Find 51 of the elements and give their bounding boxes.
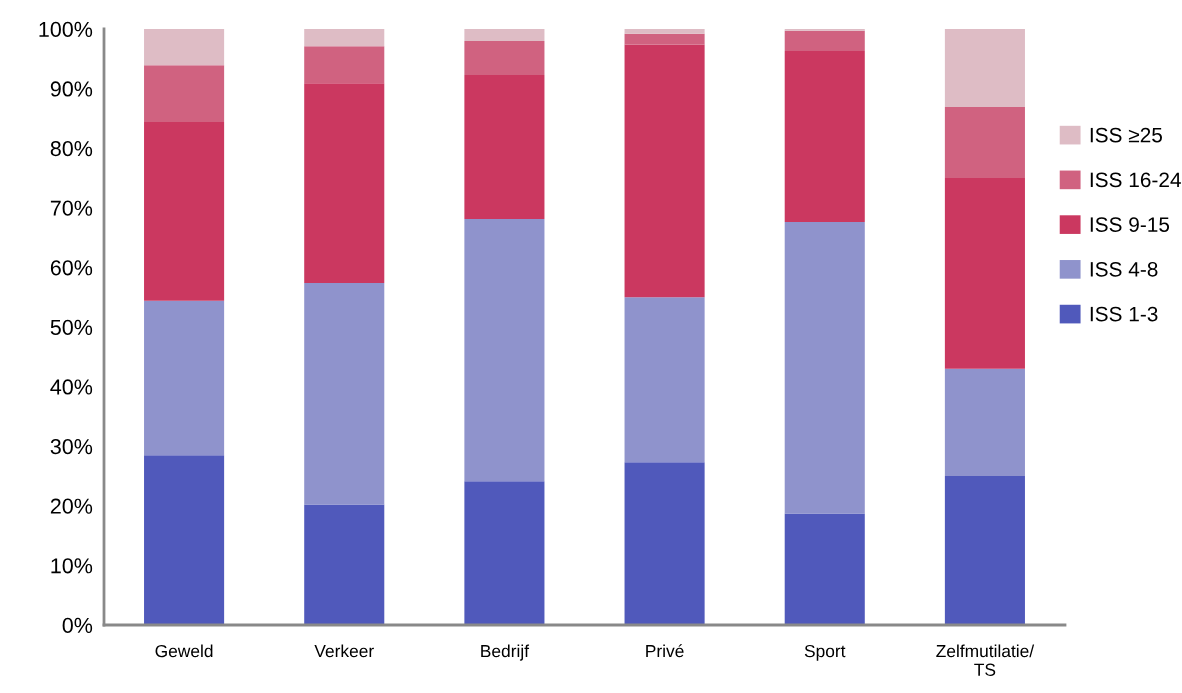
y-tick-label: 60% [50,260,93,276]
x-tick-label: Privé [646,644,684,658]
bar [144,455,225,625]
bar [944,178,1025,369]
y-tick-label: 10% [51,558,93,574]
bar [144,300,225,456]
y-tick-label: 40% [50,379,93,395]
legend-label: ISS 1-3 [1090,306,1158,322]
bar [784,222,865,514]
bar [464,29,545,41]
y-tick-label: 0% [62,617,93,634]
legend-label: ISS ≥25 [1090,127,1162,143]
bar [144,65,225,122]
bar [144,29,225,66]
bar [624,462,705,625]
x-tick-label: Bedrijf [481,644,530,661]
bar [624,29,705,34]
x-tick-label: Geweld [155,644,213,658]
bar [944,29,1025,108]
bar [304,504,385,625]
x-tick-label: Zelfmutilatie/ TS [936,644,1035,676]
bar [464,481,545,625]
y-tick-label: 90% [50,81,93,97]
x-tick-label: Verkeer [314,644,374,658]
bar [144,121,225,301]
bar [624,44,705,298]
bar [944,368,1025,476]
legend-label: ISS 9-15 [1090,217,1170,232]
bar [304,282,385,505]
bar [304,46,385,84]
bar [464,219,545,482]
bar [784,513,865,625]
y-tick-label: 70% [50,200,93,216]
legend-label: ISS 4-8 [1090,261,1158,277]
bar [464,74,545,220]
bar [944,476,1025,625]
bar [624,297,705,463]
bar [624,33,705,45]
y-tick-label: 30% [50,438,93,455]
bar [784,30,865,52]
y-tick-label: 20% [50,498,93,514]
legend-label: ISS 16-24 [1090,172,1181,188]
y-tick-label: 50% [50,319,93,336]
x-tick-label: Sport [804,644,846,661]
bar [944,107,1025,178]
bar [304,29,385,47]
y-tick-label: 80% [50,140,93,157]
y-tick-label: 100% [39,21,93,38]
bar [784,51,865,223]
bar [304,83,385,283]
bar [464,40,545,75]
